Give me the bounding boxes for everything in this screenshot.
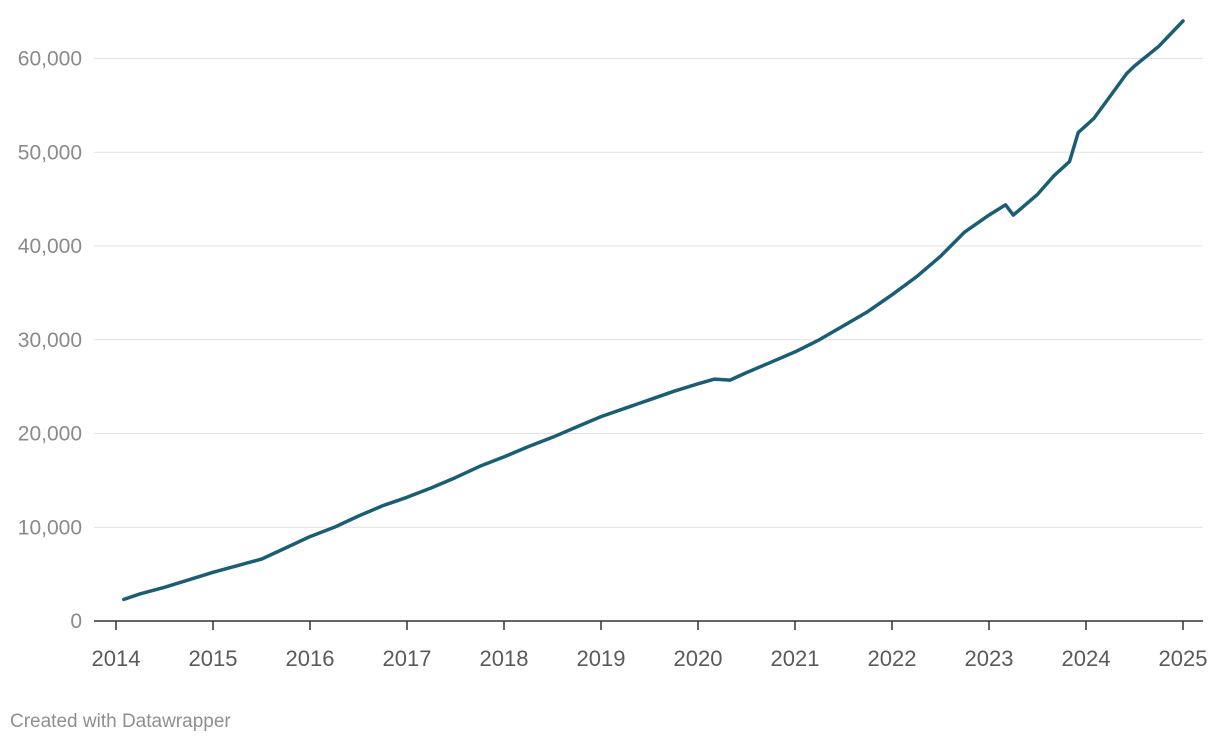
data-point [915,275,918,278]
data-point [1012,214,1015,217]
y-tick-label: 60,000 [18,48,82,71]
x-axis: 2014 2015 2016 2017 2018 2019 2020 2021 2022 2023… [92,620,1208,671]
data-point [236,564,239,567]
data-point [1077,131,1080,134]
x-tick-label: 2023 [965,646,1014,671]
x-tick-label: 2021 [771,646,820,671]
data-point [260,558,263,561]
data-point [769,361,772,364]
datawrapper-credit: Created with Datawrapper [10,711,231,732]
data-point [939,255,942,258]
y-tick-label: 50,000 [18,141,82,164]
data-point [163,586,166,589]
data-point [672,390,675,393]
data-point [988,214,991,217]
data-point [1109,95,1112,98]
x-tick-label: 2015 [189,646,238,671]
data-point [430,486,433,489]
data-point [1068,160,1071,163]
data-point [1004,203,1007,206]
data-point [1133,65,1136,68]
data-point [963,230,966,233]
data-point [527,445,530,448]
data-point [1125,72,1128,75]
data-point [333,526,336,529]
data-point [818,338,821,341]
x-tick-label: 2022 [868,646,917,671]
y-tick-label: 10,000 [18,516,82,539]
data-point [1053,174,1056,177]
y-tick-label: 0 [70,610,82,633]
data-point [212,571,215,574]
x-tick-label: 2018 [480,646,529,671]
data-point [624,407,627,410]
x-tick-label: 2024 [1062,646,1111,671]
data-point [713,378,716,381]
data-point [551,436,554,439]
data-point [139,592,142,595]
data-point [842,324,845,327]
data-point [600,415,603,418]
series-line [122,19,1185,602]
x-tick-label: 2020 [674,646,723,671]
data-point [478,465,481,468]
data-point [357,515,360,518]
y-tick-label: 20,000 [18,423,82,446]
data-point [794,350,797,353]
data-point [1036,193,1039,196]
y-tick-label: 40,000 [18,235,82,258]
data-point [891,293,894,296]
y-axis-tick-labels: 0 10,000 20,000 30,000 40,000 50,000 60,000 [18,48,82,634]
data-point [187,578,190,581]
data-point [284,546,287,549]
x-tick-label: 2014 [92,646,141,671]
x-tick-label: 2016 [286,646,335,671]
x-tick-label: 2025 [1159,646,1208,671]
data-point [1157,45,1160,48]
data-point [729,379,732,382]
y-tick-label: 30,000 [18,329,82,352]
data-point [503,455,506,458]
data-point [575,425,578,428]
data-point [454,476,457,479]
data-point [745,371,748,374]
x-tick-label: 2019 [577,646,626,671]
data-point [1182,20,1185,23]
data-point [381,504,384,507]
data-point [697,382,700,385]
series-line-layer [122,19,1185,602]
data-point [122,598,125,601]
chart-canvas: 0 10,000 20,000 30,000 40,000 50,000 60,000 20… [18,19,1208,671]
data-point [406,496,409,499]
data-point [309,535,312,538]
data-point [648,398,651,401]
gridlines [94,58,1203,528]
data-point [1092,117,1095,120]
data-point [866,310,869,313]
x-tick-label: 2017 [383,646,432,671]
